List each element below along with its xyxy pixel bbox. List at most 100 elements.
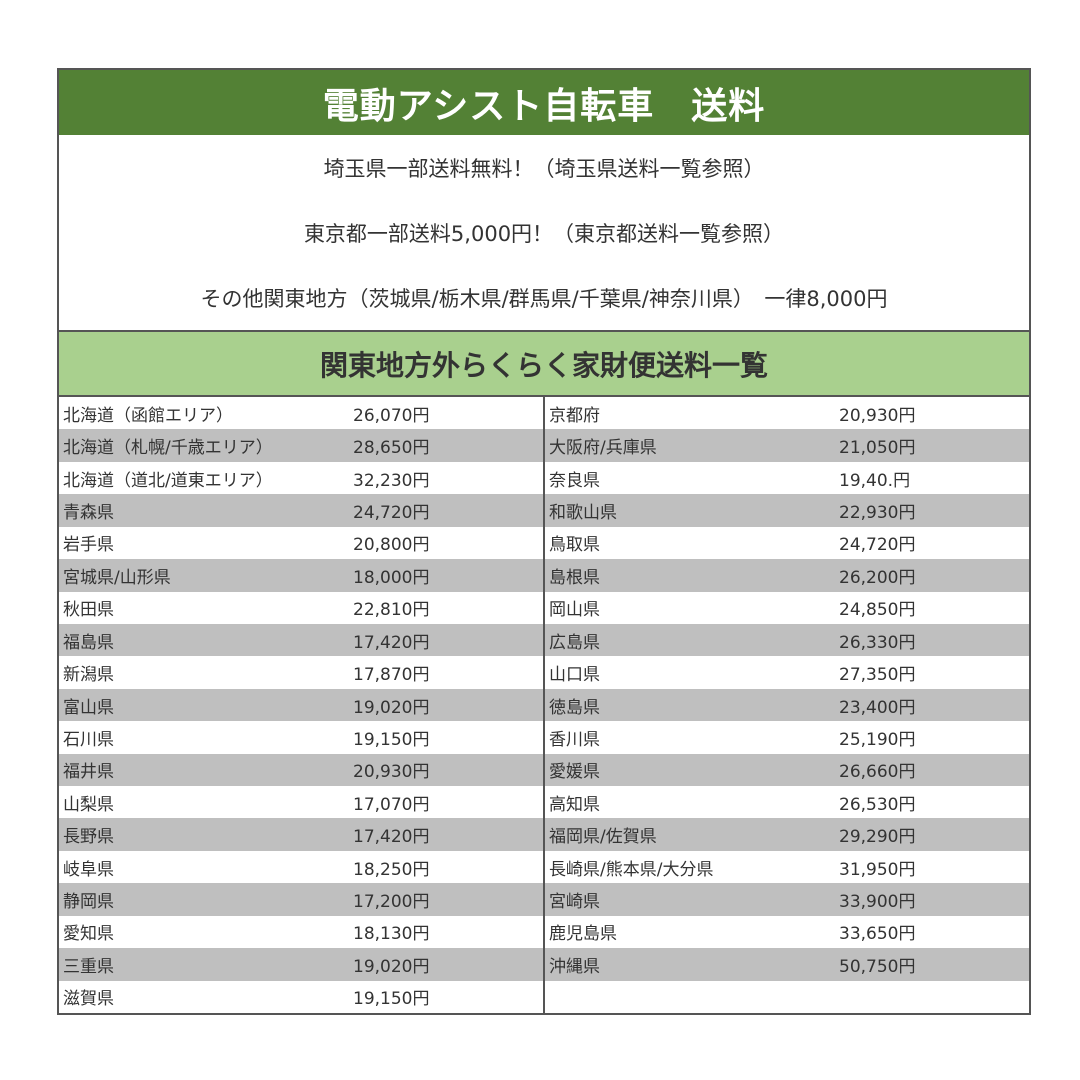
region-name: 京都府 bbox=[549, 405, 600, 426]
fee-price: 20,930円 bbox=[353, 762, 430, 783]
fee-price: 33,650円 bbox=[839, 924, 916, 945]
region-name: 長野県 bbox=[63, 827, 114, 848]
table-row: 宮崎県 33,900円 bbox=[545, 883, 1029, 916]
fee-price: 20,800円 bbox=[353, 535, 430, 556]
table-row: 香川県 25,190円 bbox=[545, 721, 1029, 753]
fee-price: 26,330円 bbox=[839, 632, 916, 653]
fee-price: 33,900円 bbox=[839, 892, 916, 913]
table-row: 富山県 19,020円 bbox=[59, 688, 543, 722]
region-name: 北海道（道北/道東エリア） bbox=[63, 470, 273, 491]
fee-price: 27,350円 bbox=[839, 665, 916, 686]
region-name: 鳥取県 bbox=[549, 535, 600, 556]
info-section: 埼玉県一部送料無料！（埼玉県送料一覧参照） 東京都一部送料5,000円！（東京都… bbox=[59, 135, 1029, 332]
left-column: 北海道（函館エリア） 26,070円 北海道（札幌/千歳エリア） 28,650円 北海道… bbox=[59, 397, 545, 1013]
region-name: 新潟県 bbox=[63, 665, 114, 686]
region-name: 北海道（函館エリア） bbox=[63, 405, 233, 426]
table-row: 石川県 19,150円 bbox=[59, 721, 543, 753]
table-row: 徳島県 23,400円 bbox=[545, 688, 1029, 722]
region-name: 三重県 bbox=[63, 956, 114, 977]
table-row: 大阪府/兵庫県 21,050円 bbox=[545, 429, 1029, 462]
region-name: 徳島県 bbox=[549, 697, 600, 718]
region-name: 宮崎県 bbox=[549, 892, 600, 913]
table-row: 高知県 26,530円 bbox=[545, 786, 1029, 818]
table-row: 宮城県/山形県 18,000円 bbox=[59, 559, 543, 592]
region-name: 静岡県 bbox=[63, 892, 114, 913]
fee-price: 25,190円 bbox=[839, 729, 916, 750]
table-row: 滋賀県 19,150円 bbox=[59, 981, 543, 1013]
table-row: 鳥取県 24,720円 bbox=[545, 527, 1029, 559]
region-name: 青森県 bbox=[63, 502, 114, 523]
table-row: 岩手県 20,800円 bbox=[59, 527, 543, 559]
table-row: 山口県 27,350円 bbox=[545, 656, 1029, 688]
info-tokyo: 東京都一部送料5,000円！（東京都送料一覧参照） bbox=[303, 221, 785, 246]
fee-price: 31,950円 bbox=[839, 859, 916, 880]
region-name: 滋賀県 bbox=[63, 989, 114, 1010]
table-row: 鹿児島県 33,650円 bbox=[545, 916, 1029, 948]
fee-price: 19,020円 bbox=[353, 697, 430, 718]
table-title: 関東地方外らくらく家財便送料一覧 bbox=[59, 332, 1029, 397]
region-name: 和歌山県 bbox=[549, 502, 617, 523]
table-row: 奈良県 19,40.円 bbox=[545, 462, 1029, 494]
region-name: 福島県 bbox=[63, 632, 114, 653]
region-name: 島根県 bbox=[549, 567, 600, 588]
fee-price: 17,070円 bbox=[353, 794, 430, 815]
region-name: 山梨県 bbox=[63, 794, 114, 815]
fee-price: 26,070円 bbox=[353, 405, 430, 426]
table-row: 岡山県 24,850円 bbox=[545, 592, 1029, 624]
fee-price: 18,000円 bbox=[353, 567, 430, 588]
region-name: 高知県 bbox=[549, 794, 600, 815]
region-name: 岡山県 bbox=[549, 600, 600, 621]
fee-price: 28,650円 bbox=[353, 438, 430, 459]
fee-price: 24,720円 bbox=[353, 502, 430, 523]
region-name: 宮城県/山形県 bbox=[63, 567, 171, 588]
fee-price: 17,200円 bbox=[353, 892, 430, 913]
region-name: 広島県 bbox=[549, 632, 600, 653]
fee-price: 17,420円 bbox=[353, 827, 430, 848]
fee-price: 22,810円 bbox=[353, 600, 430, 621]
shipping-fee-sheet: 電動アシスト自転車 送料 埼玉県一部送料無料！（埼玉県送料一覧参照） 東京都一部… bbox=[57, 68, 1031, 1015]
fee-price: 24,850円 bbox=[839, 600, 916, 621]
region-name: 大阪府/兵庫県 bbox=[549, 438, 657, 459]
table-row: 三重県 19,020円 bbox=[59, 948, 543, 981]
fee-price: 50,750円 bbox=[839, 956, 916, 977]
region-name: 北海道（札幌/千歳エリア） bbox=[63, 438, 273, 459]
fee-price: 32,230円 bbox=[353, 470, 430, 491]
table-row: 和歌山県 22,930円 bbox=[545, 494, 1029, 527]
region-name: 愛知県 bbox=[63, 924, 114, 945]
region-name: 福岡県/佐賀県 bbox=[549, 827, 657, 848]
fee-price: 29,290円 bbox=[839, 827, 916, 848]
fee-price: 17,870円 bbox=[353, 665, 430, 686]
info-saitama: 埼玉県一部送料無料！（埼玉県送料一覧参照） bbox=[323, 156, 765, 181]
fee-table: 北海道（函館エリア） 26,070円 北海道（札幌/千歳エリア） 28,650円 北海道… bbox=[59, 397, 1029, 1013]
region-name: 長崎県/熊本県/大分県 bbox=[549, 859, 714, 880]
fee-price: 23,400円 bbox=[839, 697, 916, 718]
table-row: 愛媛県 26,660円 bbox=[545, 753, 1029, 787]
region-name: 奈良県 bbox=[549, 470, 600, 491]
fee-price: 26,530円 bbox=[839, 794, 916, 815]
fee-price: 19,40.円 bbox=[839, 470, 911, 491]
region-name: 岐阜県 bbox=[63, 859, 114, 880]
table-row: 長野県 17,420円 bbox=[59, 818, 543, 851]
table-row: 広島県 26,330円 bbox=[545, 623, 1029, 657]
fee-price: 19,020円 bbox=[353, 956, 430, 977]
region-name: 沖縄県 bbox=[549, 956, 600, 977]
table-row: 岐阜県 18,250円 bbox=[59, 851, 543, 883]
region-name: 秋田県 bbox=[63, 600, 114, 621]
table-row: 静岡県 17,200円 bbox=[59, 883, 543, 916]
region-name: 山口県 bbox=[549, 665, 600, 686]
table-row: 青森県 24,720円 bbox=[59, 494, 543, 527]
table-row: 島根県 26,200円 bbox=[545, 559, 1029, 592]
region-name: 愛媛県 bbox=[549, 762, 600, 783]
table-row: 北海道（札幌/千歳エリア） 28,650円 bbox=[59, 429, 543, 462]
fee-price: 26,660円 bbox=[839, 762, 916, 783]
fee-price: 20,930円 bbox=[839, 405, 916, 426]
fee-price: 24,720円 bbox=[839, 535, 916, 556]
table-row: 北海道（道北/道東エリア） 32,230円 bbox=[59, 462, 543, 494]
table-row: 長崎県/熊本県/大分県 31,950円 bbox=[545, 851, 1029, 883]
fee-price: 19,150円 bbox=[353, 989, 430, 1010]
region-name: 香川県 bbox=[549, 729, 600, 750]
table-row: 沖縄県 50,750円 bbox=[545, 948, 1029, 981]
table-row: 愛知県 18,130円 bbox=[59, 916, 543, 948]
page-title: 電動アシスト自転車 送料 bbox=[59, 70, 1029, 135]
fee-price: 18,130円 bbox=[353, 924, 430, 945]
